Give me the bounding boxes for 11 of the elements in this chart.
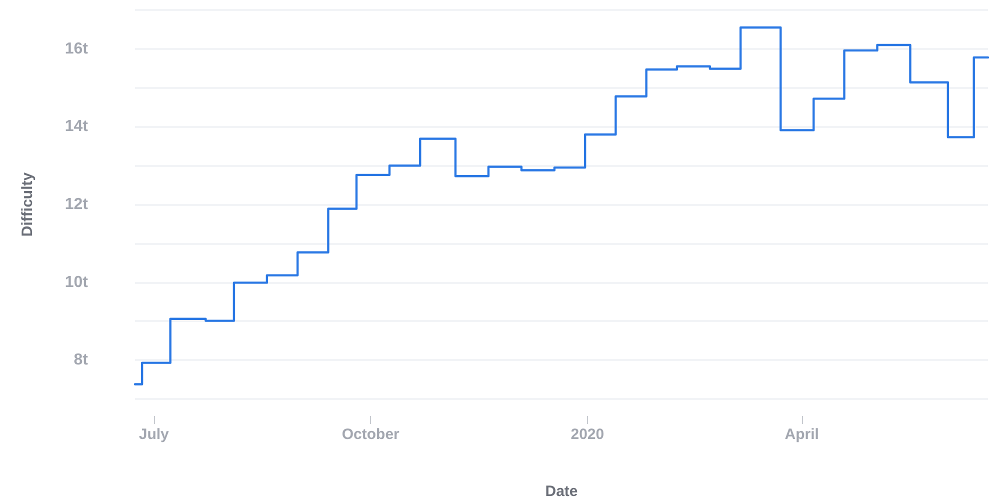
- y-tick-label: 12t: [64, 196, 89, 213]
- y-tick-label: 14t: [64, 118, 89, 136]
- x-tick-label: July: [138, 426, 170, 443]
- x-tick-label: October: [342, 426, 400, 443]
- x-tick-label: 2020: [570, 426, 604, 443]
- x-tick-label: April: [784, 426, 819, 443]
- y-tick-label: 10t: [64, 274, 89, 291]
- y-tick-label: 16t: [64, 40, 89, 58]
- x-axis-title: Date: [545, 483, 578, 500]
- y-axis-title: Difficulty: [19, 172, 36, 237]
- y-tick-label: 8t: [74, 352, 89, 369]
